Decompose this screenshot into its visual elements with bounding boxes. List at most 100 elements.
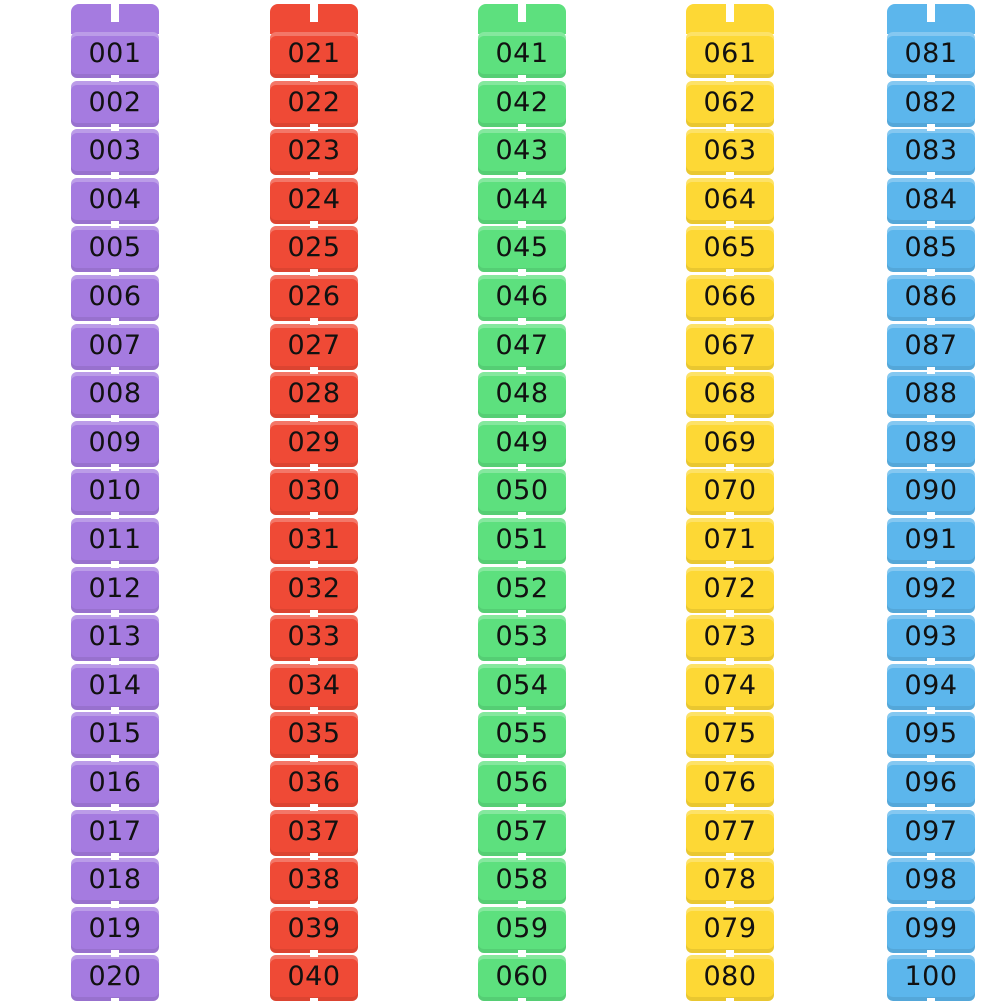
ring: 036: [270, 761, 358, 811]
ring-slot: [111, 561, 119, 568]
ring-number: 096: [904, 767, 958, 798]
ring-number: 054: [495, 669, 549, 701]
ring-number: 082: [904, 86, 958, 118]
ring-number: 034: [287, 669, 341, 701]
ring-number: 070: [703, 475, 757, 507]
column-top: [270, 4, 358, 34]
ring: 067: [686, 323, 774, 374]
ring-number: 073: [703, 621, 757, 653]
ring-slot: [927, 949, 935, 957]
ring: 075: [686, 712, 774, 763]
ring-slot: [111, 75, 119, 82]
ring: 030: [270, 469, 358, 520]
ring-number: 060: [495, 961, 549, 993]
ring: 048: [478, 372, 566, 423]
ring-number: 059: [495, 912, 549, 944]
ring-slot: [111, 512, 119, 520]
ring-number: 076: [703, 767, 757, 798]
ring-number: 094: [904, 669, 958, 701]
ring: 077: [686, 809, 774, 860]
ring: 046: [478, 275, 566, 325]
ring: 070: [686, 469, 774, 520]
ring: 054: [478, 663, 566, 714]
ring-slot: [518, 658, 526, 666]
ring-slot: [518, 755, 526, 763]
ring: 058: [478, 858, 566, 909]
ring: 038: [270, 858, 358, 909]
ring-slot: [310, 123, 318, 131]
ring: 026: [270, 275, 358, 325]
ring: 012: [71, 566, 159, 617]
ring: 095: [887, 712, 975, 763]
ring: 068: [686, 372, 774, 423]
ring-slot: [927, 512, 935, 520]
ring: 066: [686, 275, 774, 325]
ring: 059: [478, 906, 566, 957]
ring-number: 067: [703, 329, 757, 361]
ring-slot: [726, 512, 734, 520]
ring-slot: [927, 609, 935, 617]
ring-slot: [927, 901, 935, 909]
ring: 011: [71, 518, 159, 568]
ring-slot: [310, 949, 318, 957]
ring: 006: [71, 275, 159, 325]
ring-number: 004: [88, 183, 142, 215]
ring-number: 071: [703, 524, 757, 555]
ring-slot: [927, 366, 935, 374]
ring-number: 097: [904, 815, 958, 847]
ring: 005: [71, 226, 159, 277]
ring-number: 052: [495, 572, 549, 604]
ring: 021: [270, 32, 358, 82]
ring: 044: [478, 177, 566, 228]
ring: 060: [478, 955, 566, 1005]
ring: 056: [478, 761, 566, 811]
ring: 008: [71, 372, 159, 423]
ring-slot: [518, 804, 526, 811]
ring-number: 085: [904, 232, 958, 264]
column-top: [478, 4, 566, 34]
ring-number: 099: [904, 912, 958, 944]
ring: 003: [71, 129, 159, 180]
ring-slot: [310, 220, 318, 228]
ring: 083: [887, 129, 975, 180]
ring: 061: [686, 32, 774, 82]
ring-number: 036: [287, 767, 341, 798]
ring-number: 079: [703, 912, 757, 944]
ring: 041: [478, 32, 566, 82]
ring-slot: [518, 561, 526, 568]
ring-slot: [726, 463, 734, 471]
ring-slot: [310, 852, 318, 860]
ring-slot: [518, 706, 526, 714]
ring-slot: [927, 415, 935, 423]
ring-number: 003: [88, 135, 142, 167]
ring-slot: [310, 269, 318, 277]
ring: 093: [887, 615, 975, 666]
ring-number: 046: [495, 281, 549, 312]
ring: 033: [270, 615, 358, 666]
ring-slot: [726, 220, 734, 228]
ring-slot: [518, 172, 526, 180]
ring-slot: [726, 366, 734, 374]
column-top: [71, 4, 159, 34]
ring-slot: [310, 366, 318, 374]
ring-slot: [518, 998, 526, 1005]
ring-number: 040: [287, 961, 341, 993]
ring-number: 017: [88, 815, 142, 847]
ring-number: 008: [88, 378, 142, 410]
ring-number: 006: [88, 281, 142, 312]
ring-slot: [726, 123, 734, 131]
ring: 014: [71, 663, 159, 714]
ring: 092: [887, 566, 975, 617]
ring: 089: [887, 420, 975, 471]
ring: 018: [71, 858, 159, 909]
ring-number: 092: [904, 572, 958, 604]
ring-slot: [518, 123, 526, 131]
ring-number: 027: [287, 329, 341, 361]
ring-slot: [111, 269, 119, 277]
ring-number: 048: [495, 378, 549, 410]
ring: 045: [478, 226, 566, 277]
ring-number: 050: [495, 475, 549, 507]
ring-slot: [927, 706, 935, 714]
ring-number: 077: [703, 815, 757, 847]
